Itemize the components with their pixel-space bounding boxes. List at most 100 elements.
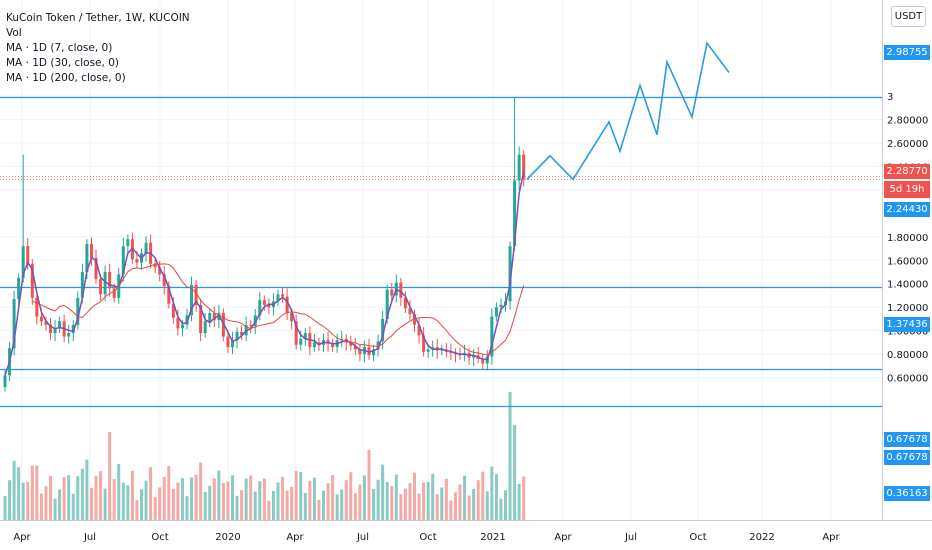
candle-body (194, 284, 198, 305)
candlesticks (3, 97, 526, 392)
volume-bar (440, 487, 444, 520)
volume-bar (290, 486, 294, 520)
volume-bar (517, 483, 521, 520)
tag-level-bottom: 0.36163 (884, 486, 930, 501)
candle-body (135, 259, 139, 263)
volume-bar (217, 470, 221, 520)
x-tick-label: Apr (822, 532, 840, 543)
candle-body (312, 342, 316, 348)
candle-body (408, 308, 412, 315)
x-tick-label: Apr (286, 532, 304, 543)
candle-body (472, 355, 476, 358)
candle-body (367, 347, 371, 356)
tag-level-low-a: 0.67678 (884, 432, 930, 447)
candle-body (258, 300, 262, 316)
volume-bar (62, 477, 66, 520)
legend-ma200[interactable]: MA · 1D (200, close, 0) (6, 72, 126, 84)
volume-bar (463, 475, 467, 520)
candle-body (399, 282, 403, 298)
volume-bar (322, 490, 325, 520)
volume-bar (130, 470, 134, 520)
candle-body (349, 342, 353, 346)
candle-body (517, 154, 521, 181)
candle-body (208, 313, 212, 322)
volume-bar (180, 478, 184, 520)
volume-bar (494, 474, 498, 520)
volume-bar (317, 499, 321, 520)
volume-bar (385, 482, 389, 520)
tag-level-mid: 1.37436 (884, 317, 930, 332)
candle-body (89, 243, 93, 258)
candle-body (144, 242, 148, 254)
currency-button[interactable]: USDT (891, 6, 926, 27)
x-tick-label: Oct (151, 532, 168, 543)
tag-ma-value: 2.24430 (884, 202, 930, 217)
candle-body (262, 300, 266, 305)
projection-path (526, 41, 730, 181)
candle-body (12, 298, 16, 349)
legend-vol[interactable]: Vol (6, 27, 22, 39)
candle-body (299, 338, 303, 345)
volume-bar (121, 482, 125, 520)
volume-bar (413, 472, 416, 520)
volume-bar (49, 475, 52, 520)
volume-bar (194, 474, 198, 520)
volume-bar (458, 484, 462, 520)
volume-bar (35, 465, 39, 520)
x-tick-label: 2020 (215, 532, 240, 543)
volume-bar (30, 465, 34, 520)
x-tick-label: Jul (624, 532, 637, 543)
volume-bar (53, 498, 57, 520)
legend-ma30[interactable]: MA · 1D (30, close, 0) (6, 57, 119, 69)
candle-body (108, 272, 112, 289)
symbol-title[interactable]: KuCoin Token / Tether, 1W, KUCOIN (6, 12, 190, 24)
volume-bar (481, 471, 485, 520)
volume-bar (485, 491, 489, 520)
volume-bar (199, 462, 203, 520)
legend-ma7[interactable]: MA · 1D (7, close, 0) (6, 42, 113, 54)
volume-bar (349, 472, 353, 520)
candle-body (499, 304, 503, 308)
y-tick-label: 2.60000 (887, 139, 928, 150)
candle-body (76, 297, 80, 325)
volume-bar (303, 493, 307, 520)
candle-body (276, 294, 280, 302)
candle-body (126, 239, 130, 247)
y-tick-label: 0.60000 (887, 374, 928, 385)
volume-bar (153, 497, 157, 520)
candle-body (3, 375, 7, 387)
candle-body (103, 272, 107, 295)
volume-bar (253, 491, 257, 520)
volume-bar (17, 467, 21, 520)
volume-bar (444, 478, 448, 520)
volume-bar (449, 500, 453, 520)
volume-bar (417, 493, 421, 520)
candle-body (494, 307, 498, 317)
x-tick-label: Apr (13, 532, 31, 543)
volume-bar (26, 482, 30, 520)
volume-bar (381, 464, 385, 520)
y-tick-label: 1.40000 (887, 280, 928, 291)
volume-bar (249, 475, 253, 520)
volume-bar (312, 477, 316, 520)
volume-bar (39, 493, 43, 520)
y-tick-label: 1.80000 (887, 233, 928, 244)
volume-bars (3, 392, 526, 520)
candle-body (99, 279, 103, 295)
candle-body (112, 288, 116, 298)
candle-body (481, 358, 485, 364)
volume-bar (331, 475, 335, 520)
ma30-line (32, 263, 525, 356)
candle-body (39, 316, 43, 322)
candle-body (17, 277, 21, 299)
volume-bar (21, 482, 25, 520)
y-tick-label: 3 (887, 92, 893, 103)
x-tick-label: 2022 (749, 532, 774, 543)
volume-bar (176, 482, 180, 520)
candle-body (417, 324, 421, 336)
candle-body (490, 316, 494, 357)
candle-body (449, 351, 453, 353)
candle-body (167, 286, 171, 304)
volume-bar (390, 486, 394, 520)
